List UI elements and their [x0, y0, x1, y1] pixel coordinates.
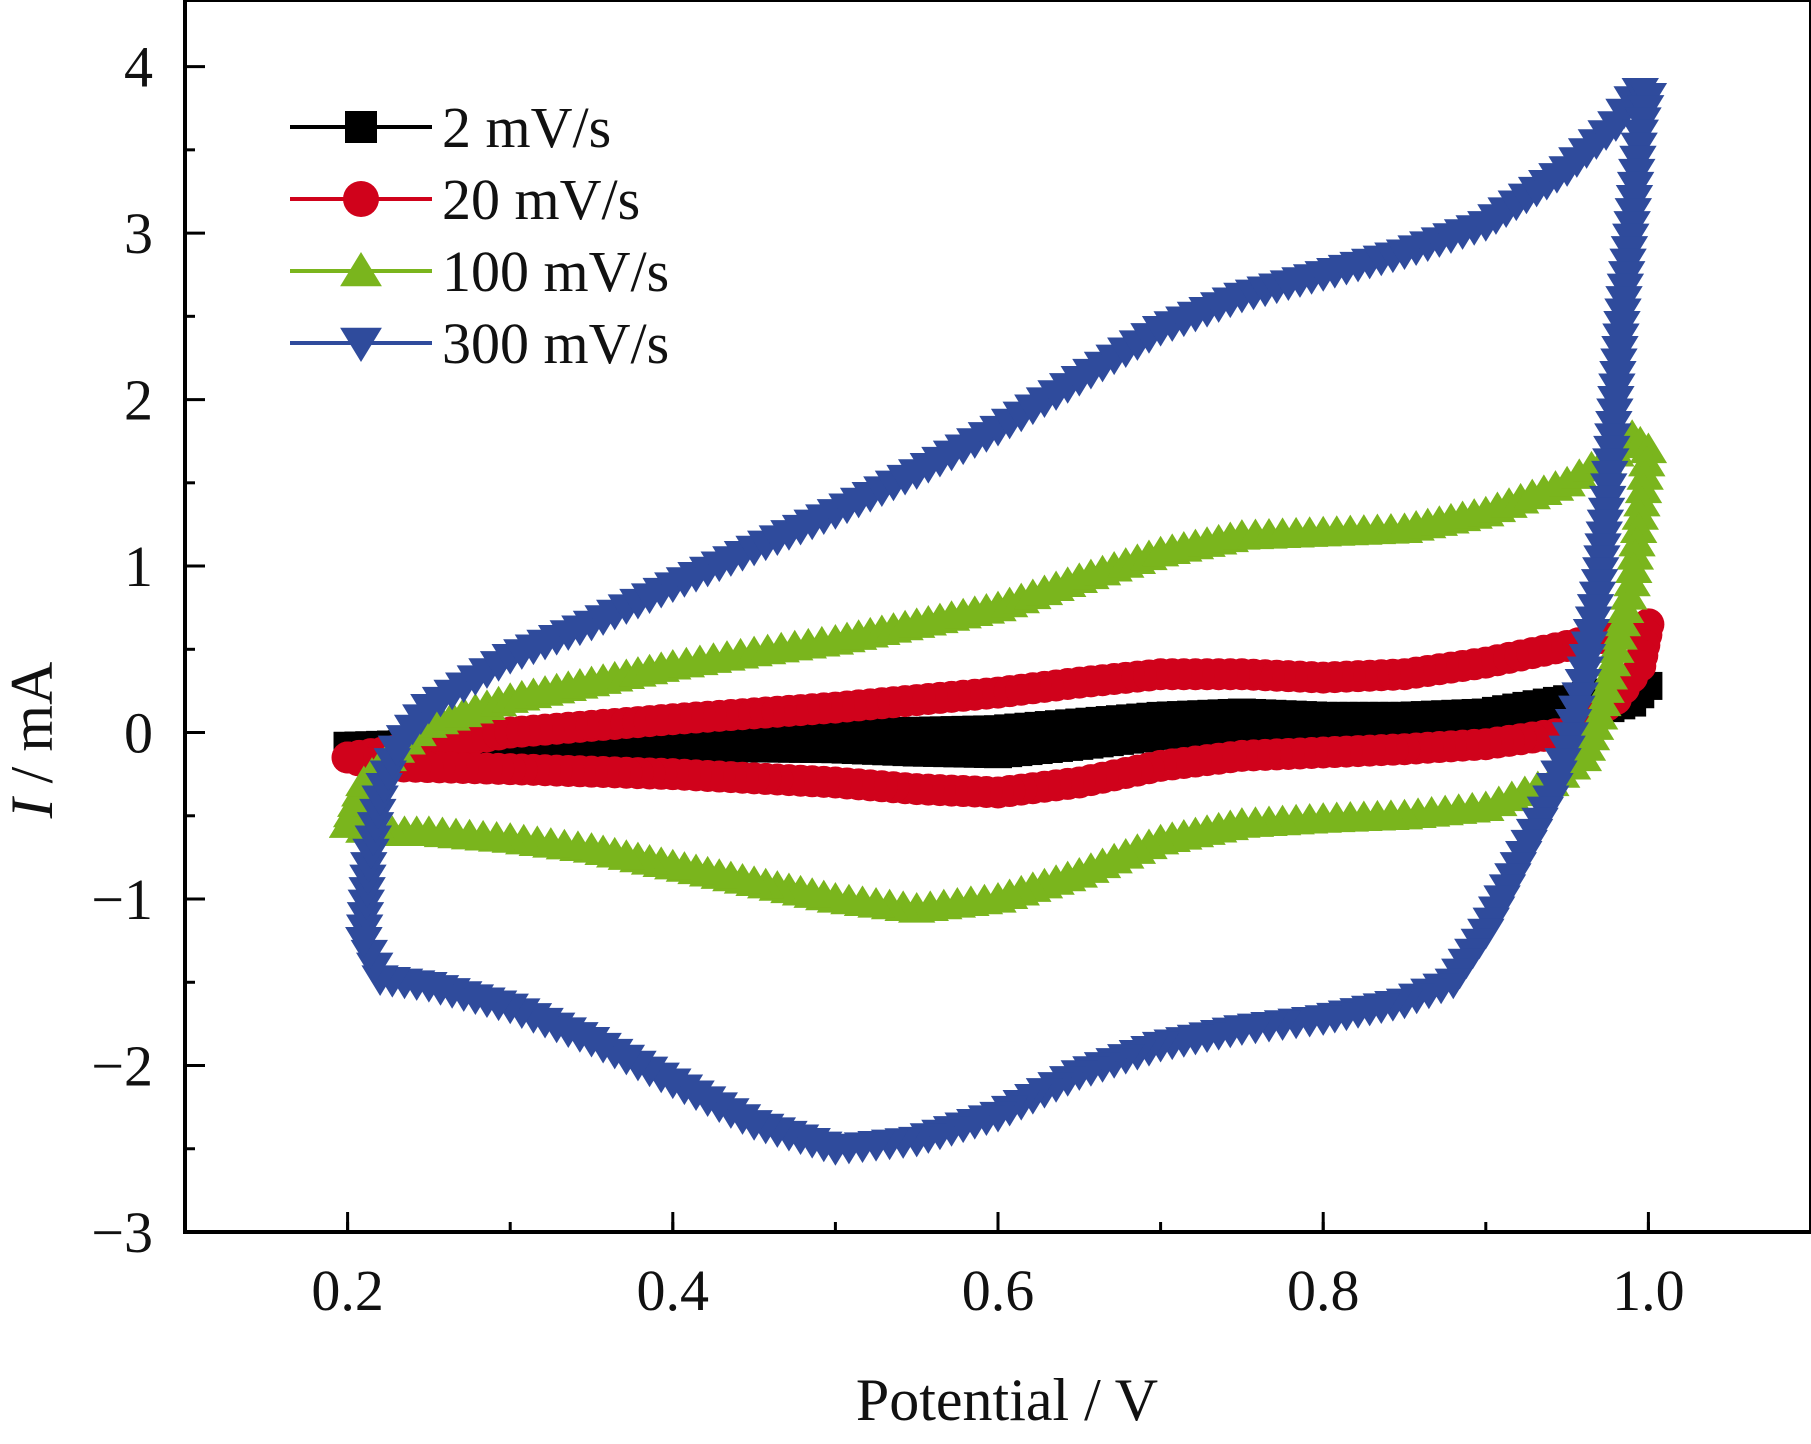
series-point-20-mv-s	[331, 741, 364, 774]
legend-label: 2 mV/s	[442, 95, 611, 160]
legend-label: 20 mV/s	[442, 167, 640, 232]
y-tick-label: −1	[91, 867, 153, 932]
legend-marker	[340, 252, 382, 287]
x-tick-label: 0.8	[1287, 1258, 1360, 1323]
series-point-100-mv-s	[1613, 565, 1651, 597]
series-point-100-mv-s	[1597, 632, 1635, 663]
series-point-100-mv-s	[1629, 432, 1668, 464]
series-point-300-mv-s	[359, 798, 397, 830]
series-100-mv-s	[328, 419, 1668, 923]
series-point-100-mv-s	[1590, 658, 1629, 690]
series-point-100-mv-s	[1610, 579, 1648, 610]
series-point-100-mv-s	[1584, 685, 1622, 717]
series-point-100-mv-s	[1615, 552, 1653, 583]
series-point-300-mv-s	[354, 825, 392, 857]
series-point-100-mv-s	[1628, 445, 1666, 477]
series-point-100-mv-s	[1587, 672, 1625, 703]
series-point-100-mv-s	[1593, 645, 1632, 677]
y-tick-label: 4	[124, 35, 153, 100]
legend-item-300-mv-s: 300 mV/s	[290, 311, 669, 376]
series-point-100-mv-s	[1619, 512, 1658, 544]
y-axis: −3 −2 −1 0 1 2 3 4	[91, 35, 205, 1265]
series-point-100-mv-s	[328, 807, 367, 838]
y-axis-title: I / mA	[0, 662, 65, 820]
y-tick-label: −3	[91, 1200, 153, 1265]
y-tick-label: −2	[91, 1034, 153, 1099]
series-point-100-mv-s	[1623, 485, 1661, 517]
y-tick-label: 2	[124, 368, 153, 433]
y-tick-label: 3	[124, 201, 153, 266]
x-tick-label: 0.6	[962, 1258, 1035, 1323]
x-axis-title: Potential / V	[856, 1367, 1158, 1433]
series-point-100-mv-s	[1626, 459, 1664, 490]
series-point-100-mv-s	[1624, 472, 1663, 504]
series-300-mv-s	[345, 77, 1668, 1166]
series-point-100-mv-s	[1606, 592, 1645, 623]
y-tick-label: 1	[124, 534, 153, 599]
legend-item-20-mv-s: 20 mV/s	[290, 167, 640, 232]
series-point-100-mv-s	[1603, 605, 1642, 637]
y-axis-title-italic: I	[0, 795, 65, 819]
series-point-100-mv-s	[1616, 539, 1655, 570]
legend-label: 300 mV/s	[442, 311, 669, 376]
series-point-100-mv-s	[1600, 618, 1638, 650]
legend-marker	[343, 181, 379, 217]
series-point-300-mv-s	[356, 812, 395, 843]
legend-marker	[340, 327, 382, 362]
series-point-300-mv-s	[352, 838, 390, 870]
legend: 2 mV/s 20 mV/s 100 mV/s 300 mV/s	[290, 95, 669, 376]
series-point-300-mv-s	[350, 852, 388, 883]
legend-marker	[345, 111, 377, 143]
series-point-300-mv-s	[345, 927, 383, 958]
y-axis-title-unit: / mA	[0, 662, 65, 799]
legend-item-2-mv-s: 2 mV/s	[290, 95, 611, 160]
plot-series-group	[328, 77, 1668, 1166]
series-point-100-mv-s	[1621, 499, 1659, 530]
y-tick-label: 0	[124, 701, 153, 766]
x-tick-label: 0.2	[311, 1258, 384, 1323]
x-axis: 0.2 0.4 0.6 0.8 1.0	[183, 1212, 1811, 1323]
x-tick-label: 1.0	[1612, 1258, 1685, 1323]
legend-label: 100 mV/s	[442, 239, 669, 304]
series-point-100-mv-s	[1618, 525, 1656, 557]
x-tick-label: 0.4	[637, 1258, 710, 1323]
legend-item-100-mv-s: 100 mV/s	[290, 239, 669, 304]
